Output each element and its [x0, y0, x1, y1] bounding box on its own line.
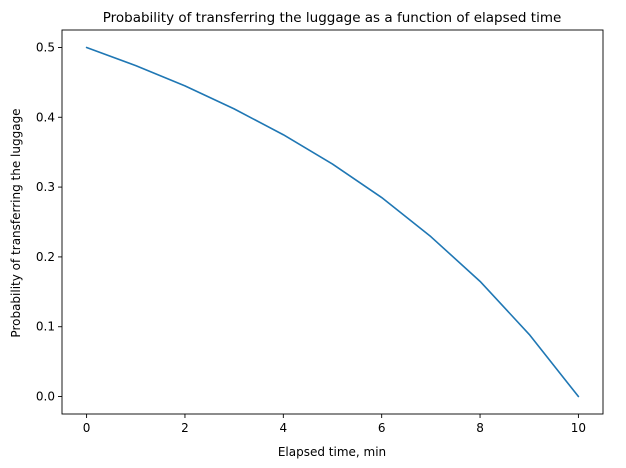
x-axis-label: Elapsed time, min	[278, 445, 386, 459]
axes-frame	[61, 29, 604, 415]
x-tick-label: 4	[279, 421, 287, 435]
x-tick-label: 0	[83, 421, 91, 435]
y-tick-label: 0.1	[36, 320, 55, 334]
y-tick-label: 0.5	[36, 40, 55, 54]
y-tick-label: 0.0	[36, 390, 55, 404]
y-tick-label: 0.3	[36, 180, 55, 194]
y-axis-label: Probability of transferring the luggage	[9, 108, 23, 337]
series-line-0	[85, 46, 580, 398]
x-tick-label: 8	[476, 421, 484, 435]
x-tick-label: 2	[181, 421, 189, 435]
chart-title: Probability of transferring the luggage …	[103, 10, 562, 26]
x-tick-label: 6	[378, 421, 386, 435]
y-tick-label: 0.2	[36, 250, 55, 264]
x-tick-label: 10	[571, 421, 586, 435]
plot-area: 0 2 4 6 8 10 0.0 0.1 0.2 0.3 0.4 0.5	[36, 29, 604, 435]
y-tick-label: 0.4	[36, 110, 55, 124]
